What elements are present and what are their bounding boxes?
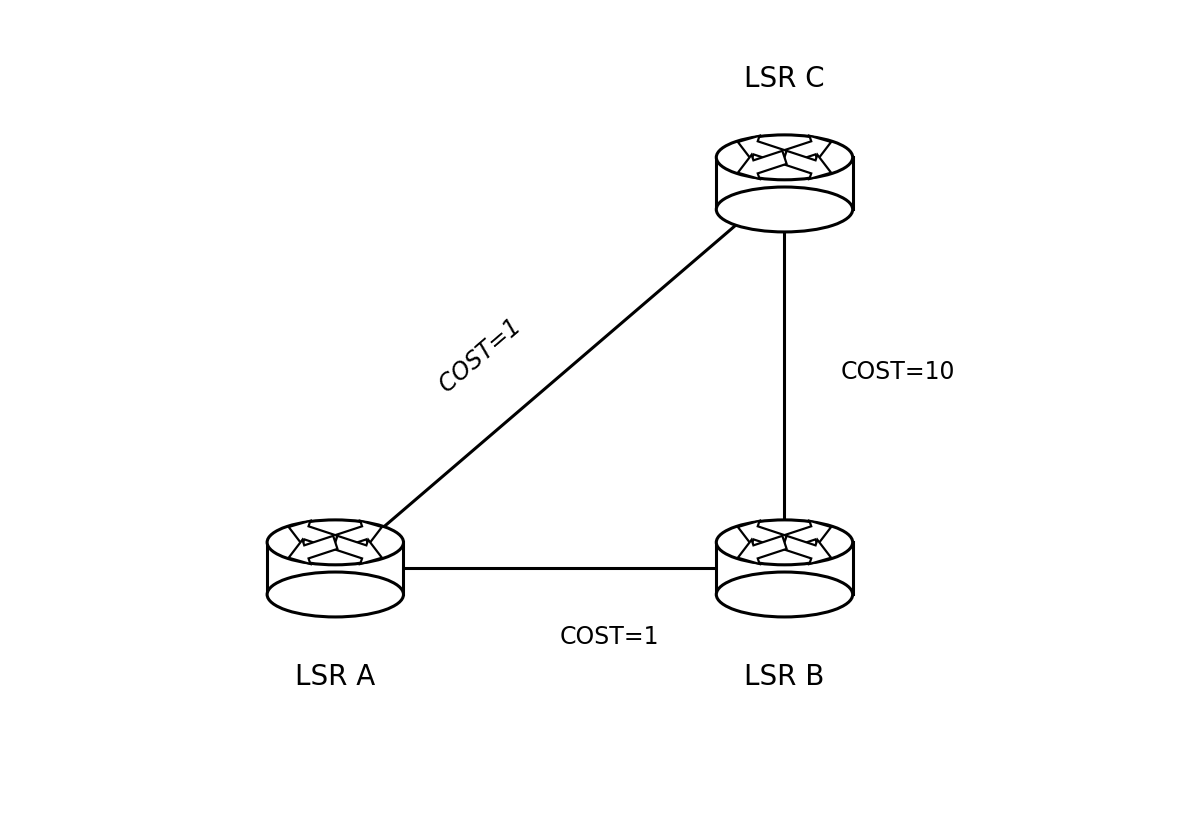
Polygon shape — [782, 521, 832, 549]
Ellipse shape — [716, 135, 853, 180]
Polygon shape — [782, 135, 832, 164]
Ellipse shape — [268, 572, 403, 617]
Text: COST=1: COST=1 — [560, 624, 659, 649]
Text: LSR A: LSR A — [295, 663, 376, 690]
Bar — [716, 543, 853, 595]
Text: LSR B: LSR B — [744, 663, 824, 690]
Polygon shape — [289, 521, 337, 549]
Polygon shape — [738, 521, 787, 549]
Polygon shape — [782, 536, 832, 564]
Polygon shape — [782, 151, 832, 179]
Ellipse shape — [716, 520, 853, 565]
Polygon shape — [738, 536, 787, 564]
Bar — [716, 157, 853, 210]
Polygon shape — [334, 521, 382, 549]
Polygon shape — [289, 536, 337, 564]
Polygon shape — [738, 135, 787, 164]
Ellipse shape — [716, 572, 853, 617]
Text: LSR C: LSR C — [744, 65, 824, 93]
Ellipse shape — [716, 187, 853, 232]
Text: COST=10: COST=10 — [841, 360, 955, 384]
Polygon shape — [334, 536, 382, 564]
Text: COST=1: COST=1 — [434, 314, 526, 397]
Bar — [268, 543, 403, 595]
Ellipse shape — [268, 520, 403, 565]
Polygon shape — [738, 151, 787, 179]
